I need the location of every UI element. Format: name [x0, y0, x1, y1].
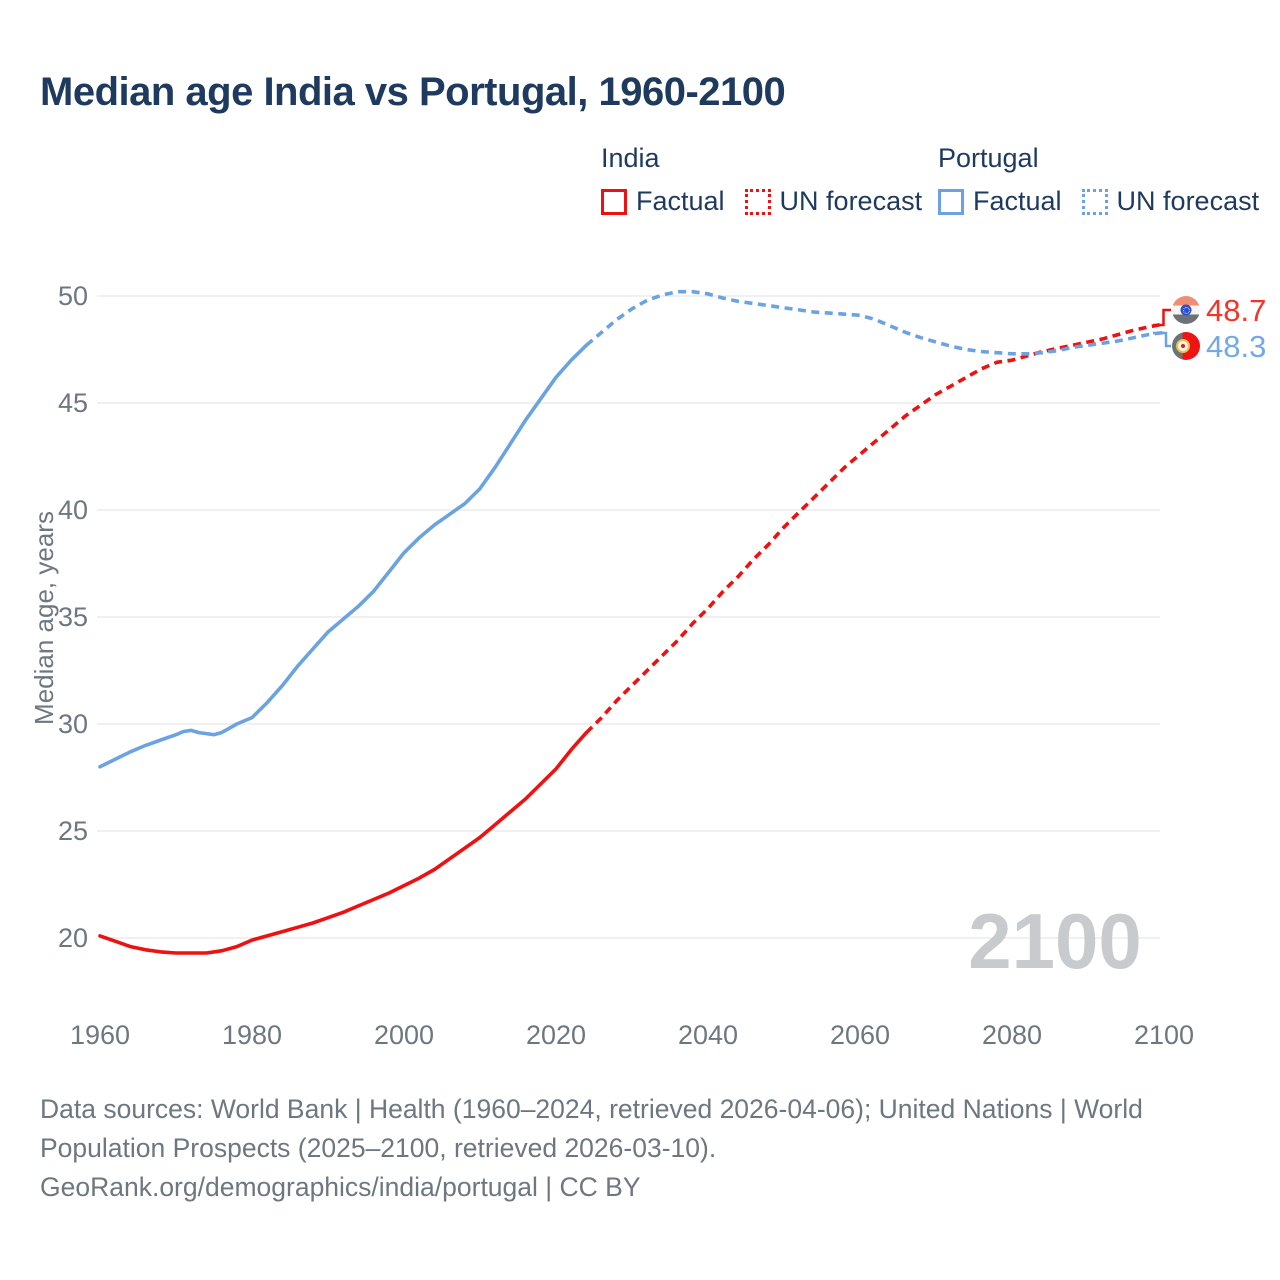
- series-line-portugal-un-forecast: [585, 289, 1165, 356]
- legend-label-india-factual: Factual: [636, 186, 725, 216]
- data-sources-line-2: Population Prospects (2025–2100, retriev…: [40, 1133, 717, 1163]
- legend-swatch-portugal-forecast: [1081, 188, 1108, 215]
- y-tick-label: 20: [58, 923, 88, 953]
- y-tick-label: 40: [58, 495, 88, 525]
- y-tick-label: 45: [58, 388, 88, 418]
- data-sources-line-1: Data sources: World Bank | Health (1960–…: [40, 1094, 1143, 1124]
- x-tick-label: 1960: [70, 1020, 130, 1050]
- legend-header-india: India: [601, 143, 660, 173]
- x-tick-label: 2020: [526, 1020, 586, 1050]
- portugal-coat-of-arms-icon: [1175, 339, 1190, 353]
- series-line-portugal-factual: [98, 343, 589, 769]
- portugal-endpoint-connector: [1153, 331, 1171, 348]
- x-tick-label: 2100: [1134, 1020, 1194, 1050]
- footer: Data sources: World Bank | Health (1960–…: [40, 1090, 1220, 1207]
- y-axis-tick-labels: 20 25 30 35 40 45 50: [58, 281, 88, 953]
- india-endpoint-connector: [1153, 308, 1171, 327]
- plot-watermark: 2100: [968, 897, 1142, 985]
- india-flag-icon: [1172, 296, 1200, 324]
- legend-swatch-portugal-factual: [938, 188, 964, 215]
- x-axis-tick-labels: 1960 1980 2000 2020 2040 2060 2080 2100: [70, 1020, 1194, 1050]
- y-axis-title: Median age, years: [29, 511, 59, 725]
- legend-group-india: India Factual UN forecast: [601, 143, 942, 217]
- x-tick-label: 1980: [222, 1020, 282, 1050]
- georank-attribution-link[interactable]: GeoRank.org/demographics/india/portugal …: [40, 1172, 641, 1202]
- legend-header-portugal: Portugal: [938, 143, 1039, 173]
- ashoka-chakra-icon: [1180, 304, 1192, 316]
- series-line-india-un-forecast: [585, 322, 1165, 734]
- x-tick-label: 2000: [374, 1020, 434, 1050]
- legend-label-portugal-forecast: UN forecast: [1116, 186, 1260, 216]
- y-tick-label: 35: [58, 602, 88, 632]
- y-tick-label: 25: [58, 816, 88, 846]
- portugal-flag-icon: [1172, 332, 1200, 360]
- legend-swatch-india-factual: [601, 188, 627, 215]
- legend-swatch-india-forecast: [744, 188, 771, 215]
- x-tick-label: 2060: [830, 1020, 890, 1050]
- legend-group-portugal: Portugal Factual UN forecast: [938, 143, 1279, 217]
- y-tick-label: 50: [58, 281, 88, 311]
- india-end-value: 48.7: [1206, 293, 1267, 328]
- x-tick-label: 2080: [982, 1020, 1042, 1050]
- series-lines: [98, 289, 1165, 955]
- gridlines: [97, 295, 1160, 939]
- page-title: Median age India vs Portugal, 1960-2100: [40, 70, 786, 114]
- series-line-india-factual: [98, 730, 589, 955]
- y-tick-label: 30: [58, 709, 88, 739]
- portugal-end-value: 48.3: [1206, 329, 1267, 364]
- legend-label-portugal-factual: Factual: [973, 186, 1062, 216]
- legend-label-india-forecast: UN forecast: [779, 186, 923, 216]
- x-tick-label: 2040: [678, 1020, 738, 1050]
